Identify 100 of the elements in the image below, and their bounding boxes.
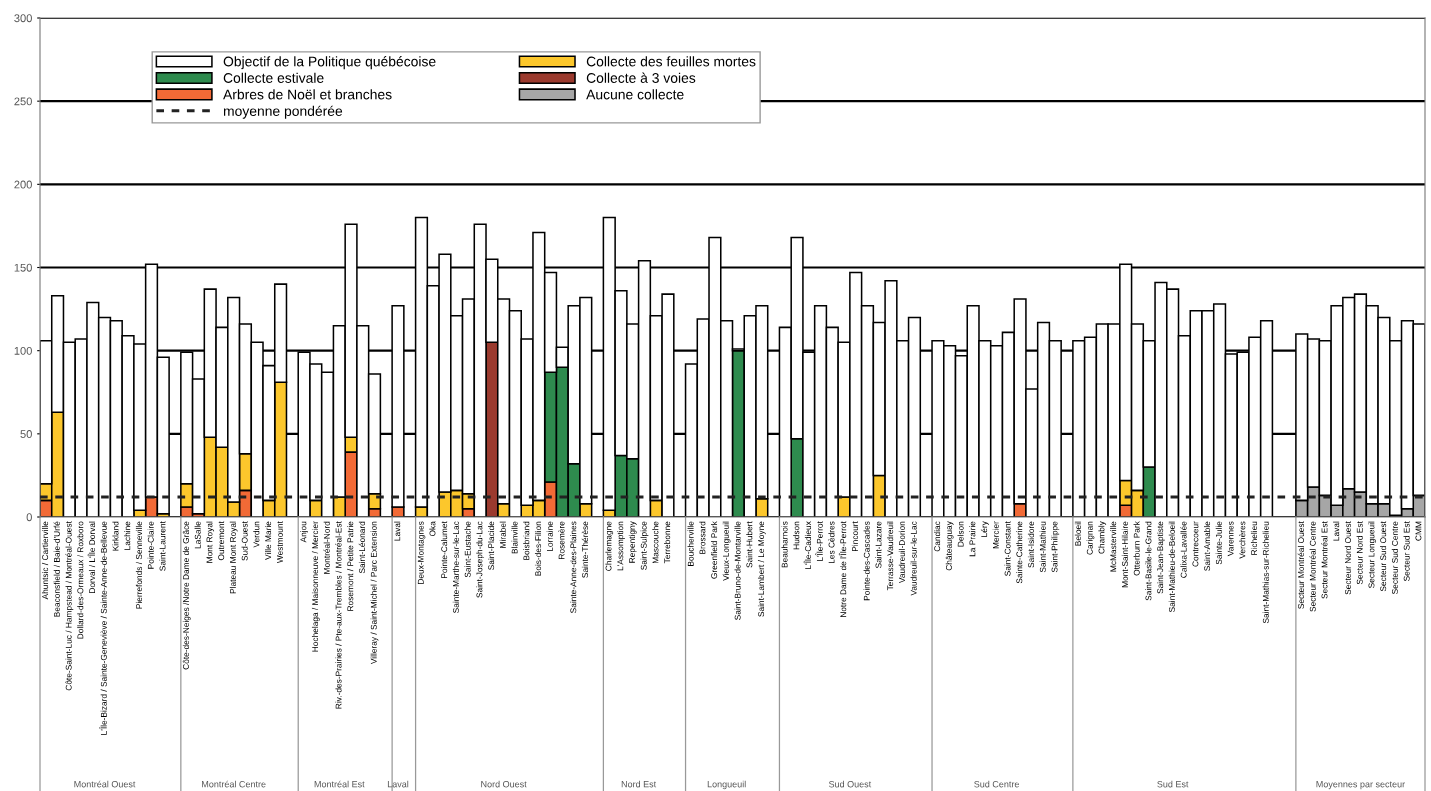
x-tick-label: Anjou	[300, 521, 308, 543]
x-tick-label: Oka	[429, 521, 436, 537]
x-tick-label: Delson	[957, 521, 964, 547]
text: Montréal Est	[314, 780, 365, 788]
x-tick-label: Saint-Mathias-sur-Richelieu	[1262, 521, 1269, 624]
y-tick-label: 150	[14, 263, 32, 272]
x-tick-label: Saint-Joseph-du-Lac	[476, 521, 485, 598]
x-tick-label: Verdun	[253, 521, 260, 548]
x-tick-label: Côte-des-Neiges /Notre Dame de Grâce	[182, 521, 191, 670]
legend-label: Collecte estivale	[223, 72, 324, 83]
y-tick-label: 200	[14, 180, 32, 189]
x-tick-label: Riv.-des-Prairies / Pte-aux-Trembles / Montréal-Est	[335, 521, 342, 709]
x-tick-label: Terrebonne	[664, 521, 671, 564]
x-tick-label: Secteur Sud Est	[1403, 521, 1410, 581]
x-tick-label: Pierrefonds / Senneville	[135, 521, 142, 609]
x-tick-label: Mont Royal	[206, 521, 215, 563]
text: Nord Ouest	[481, 780, 527, 788]
x-tick-label: Verchères	[1239, 521, 1246, 559]
x-tick-label: Saint-Bruno-de-Montarville	[734, 521, 741, 620]
x-tick-label: Ahuntsic / Cartierville	[41, 521, 49, 600]
x-tick-label: L'Île-Bizard / Sainte-Geneviève / Sainte-Anne-de-Bellevue	[99, 521, 107, 735]
x-tick-label: La Prairie	[969, 521, 976, 557]
x-tick-label: Secteur Sud Centre	[1391, 521, 1398, 594]
x-tick-label: Pointe-Claire	[147, 521, 154, 569]
x-tick-label: Les Cèdres	[828, 521, 835, 564]
x-tick-label: Laval	[1333, 521, 1340, 541]
x-tick-label: Boisbriand	[523, 521, 530, 560]
x-tick-label: Saint-Jean-Baptiste	[1157, 521, 1165, 594]
x-tick-label: Sainte-Julie	[1215, 521, 1222, 565]
x-tick-label: Saint-Philippe	[1051, 521, 1060, 573]
x-tick-label: Saint-Placide	[488, 521, 495, 570]
x-tick-label: Villeray / Saint-Michel / Parc Extension	[370, 521, 379, 665]
x-tick-label: Beloeil	[1074, 521, 1081, 546]
legend-label: Aucune collecte	[586, 89, 684, 100]
x-tick-label: Varennes	[1227, 521, 1234, 557]
x-tick-label: Mascouche	[652, 521, 659, 564]
x-tick-label: Blainville	[511, 521, 518, 554]
x-tick-label: Charlemagne	[605, 521, 614, 571]
x-tick-label: Candiac	[934, 521, 941, 552]
x-tick-label: Deux-Montagnes	[417, 521, 426, 584]
x-tick-label: Bois-des-Filion	[534, 521, 542, 576]
x-tick-label: Châteauguay	[945, 521, 954, 571]
text: Sud Est	[1157, 780, 1189, 788]
y-tick-label: 0	[26, 513, 32, 522]
x-tick-label: Beauharnois	[781, 521, 788, 568]
x-tick-label: Vaudreuil-sur-le-Lac	[910, 521, 917, 596]
legend-label: Objectif de la Politique québécoise	[223, 56, 436, 70]
x-tick-label: Beaconsfield / Baie-d'Urfé	[53, 521, 60, 617]
text: Moyennes par secteur	[1316, 781, 1405, 790]
y-tick-label: 300	[14, 14, 32, 23]
x-tick-label: Contrecoeur	[1192, 521, 1199, 567]
x-tick-label: Carignan	[1086, 521, 1095, 555]
x-tick-label: Secteur Sud Ouest	[1380, 521, 1387, 592]
x-tick-label: Saint-Hubert	[746, 521, 753, 568]
x-tick-label: Vieux-Longueuil	[722, 521, 731, 581]
x-tick-label: Boucherville	[687, 521, 694, 566]
x-tick-label: Saint-Eustache	[464, 521, 471, 578]
legend-label: Collecte à 3 voies	[586, 72, 696, 83]
x-tick-label: Mont-Saint-Hilaire	[1121, 521, 1128, 588]
x-tick-label: Kirkland	[112, 521, 119, 551]
x-tick-label: Rosemont / Petite Patrie	[347, 521, 354, 611]
y-tick-label: 250	[14, 97, 32, 106]
x-tick-label: Sainte-Anne-des-Plaines	[570, 521, 577, 613]
x-tick-label: Saint-Laurent	[159, 521, 166, 571]
x-tick-label: Mirabel	[499, 521, 506, 548]
x-tick-label: Secteur Longueuil	[1368, 521, 1377, 588]
x-tick-label: Hochelaga / Maisonneuve / Mercier	[311, 521, 320, 652]
x-tick-label: Sud-Ouest	[241, 521, 248, 561]
text: Laval	[387, 780, 409, 788]
x-tick-label: Saint-Constant	[1004, 521, 1011, 576]
x-tick-label: Pincourt	[851, 521, 858, 552]
x-tick-label: Sainte-Catherine	[1016, 521, 1023, 584]
x-tick-label: Chambly	[1098, 521, 1107, 554]
x-tick-label: Léry	[980, 521, 989, 537]
x-tick-label: L'Île-Perrot	[815, 521, 823, 561]
x-tick-label: Secteur Nord Est	[1356, 521, 1363, 585]
x-tick-label: Secteur Montréal Centre	[1309, 521, 1316, 612]
x-tick-label: Hudson	[793, 521, 800, 550]
x-tick-label: Ville Marie	[264, 521, 272, 560]
x-tick-label: Richelieu	[1250, 521, 1258, 555]
x-tick-label: Saint-Lazare	[875, 521, 882, 569]
text: Montréal Centre	[202, 780, 266, 788]
legend-label: moyenne pondérée	[223, 105, 343, 119]
x-tick-label: Côte-Saint-Luc / Hampstead / Montréal-Ouest	[65, 521, 74, 691]
x-tick-label: L'Île-Cadieux	[803, 521, 812, 569]
x-tick-label: Lachine	[124, 521, 131, 550]
x-tick-label: Laval	[394, 521, 401, 541]
x-tick-label: Saint-Léonard	[358, 521, 366, 574]
x-tick-label: Saint-Amable	[1203, 521, 1211, 571]
x-tick-label: L'Assomption	[617, 521, 625, 571]
text: Montréal Ouest	[74, 780, 136, 788]
x-tick-label: Notre Dame de l'Île-Perrot	[838, 521, 847, 618]
y-tick-label: 100	[14, 346, 32, 355]
x-tick-label: Westmount	[277, 521, 283, 564]
x-tick-label: Sainte-Marthe-sur-le-Lac	[452, 521, 459, 613]
x-tick-label: Saint-Mathieu-de-Beloeil	[1168, 521, 1175, 613]
text: Nord Est	[621, 780, 657, 788]
x-tick-label: Plateau Mont Royal	[229, 521, 238, 594]
x-tick-label: Lorraine	[546, 521, 553, 552]
x-tick-label: Saint-Lambert / Le Moyne	[757, 521, 766, 617]
